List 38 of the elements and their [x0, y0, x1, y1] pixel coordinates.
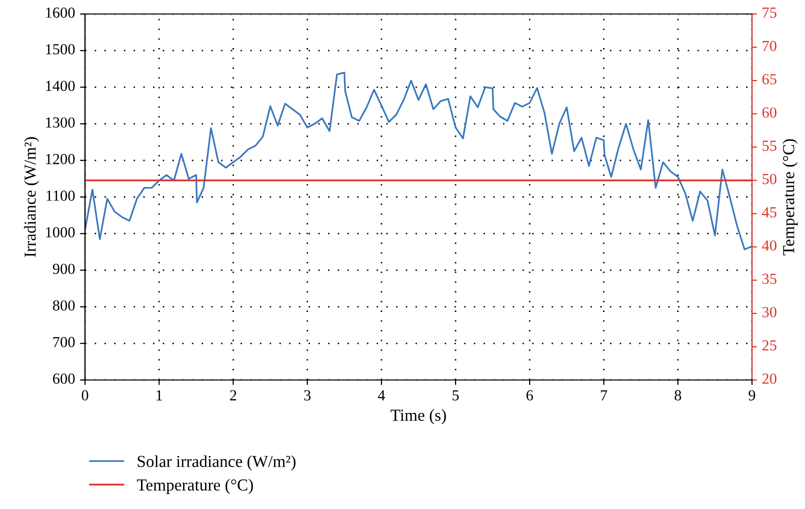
y2-tick-label: 55	[762, 140, 776, 151]
y2-tick-label: 50	[762, 174, 776, 184]
x-tick-label: 9	[748, 390, 756, 400]
y2-tick-label: 25	[762, 340, 776, 351]
x-tick-label: 8	[674, 390, 682, 400]
x-tick-label: 6	[526, 390, 534, 400]
y-tick-label: 1500	[46, 44, 75, 54]
y-tick-label: 1100	[46, 190, 75, 201]
y2-tick-label: 75	[762, 8, 776, 18]
x-axis-title: Time (s)	[390, 409, 446, 424]
y-tick-label: 700	[53, 336, 75, 348]
y2-tick-label: 40	[762, 240, 776, 251]
legend-label: Temperature (°C)	[136, 478, 253, 494]
y2-tick-label: 20	[762, 374, 776, 384]
x-tick-label: 2	[230, 390, 236, 400]
x-tick-label: 7	[600, 390, 608, 400]
y-tick-label: 1300	[46, 117, 75, 128]
y-tick-label: 1200	[46, 154, 75, 164]
y2-tick-label: 45	[762, 207, 776, 218]
y2-tick-label: 60	[762, 107, 776, 118]
y-tick-label: 1400	[46, 80, 75, 92]
y2-tick-label: 70	[762, 40, 776, 52]
x-tick-label: 4	[378, 390, 386, 400]
y-tick-label: 1600	[46, 8, 75, 18]
y-tick-label: 600	[53, 374, 75, 384]
legend-label: Solar irradiance (W/m²)	[138, 455, 296, 470]
x-tick-label: 3	[304, 390, 311, 400]
y-tick-label: 1000	[46, 227, 75, 238]
y-axis-title: Irradiance (W/m²)	[24, 137, 40, 257]
y2-axis-title: Temperature (°C)	[782, 139, 798, 256]
y2-tick-label: 35	[762, 274, 776, 284]
x-tick-label: 5	[452, 390, 459, 400]
y2-tick-label: 65	[762, 74, 776, 84]
x-tick-label: 1	[156, 390, 162, 400]
x-tick-label: 0	[82, 390, 88, 400]
y-tick-label: 900	[52, 264, 75, 274]
y2-tick-label: 30	[762, 306, 776, 318]
y-tick-label: 800	[52, 300, 75, 311]
